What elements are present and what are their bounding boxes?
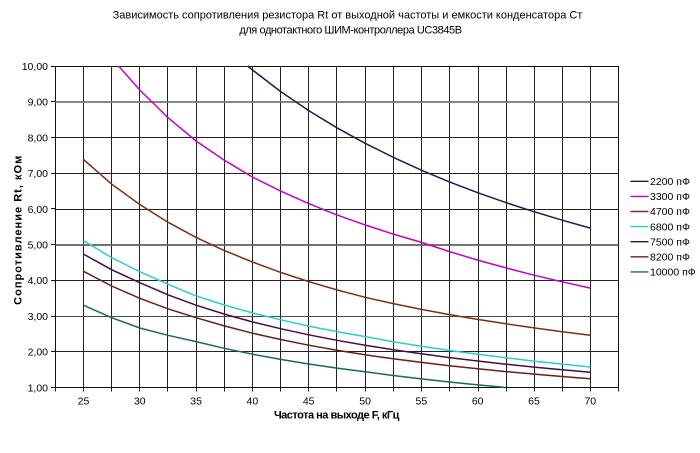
svg-text:35: 35 [190, 396, 202, 408]
svg-text:3300 пФ: 3300 пФ [650, 191, 690, 203]
svg-text:50: 50 [359, 396, 371, 408]
svg-text:6,00: 6,00 [28, 204, 49, 216]
svg-text:8,00: 8,00 [28, 132, 49, 144]
svg-text:4700 пФ: 4700 пФ [650, 206, 690, 218]
svg-text:2,00: 2,00 [28, 347, 49, 359]
svg-text:Частота на выходе F, кГц: Частота на выходе F, кГц [274, 410, 400, 422]
svg-text:Сопротивление Rt, кОм: Сопротивление Rt, кОм [13, 155, 25, 305]
svg-text:25: 25 [78, 396, 90, 408]
svg-text:Зависимость сопротивления рези: Зависимость сопротивления резистора Rt о… [113, 10, 583, 22]
svg-text:10,00: 10,00 [22, 61, 48, 73]
svg-text:4,00: 4,00 [28, 275, 49, 287]
svg-text:для однотактного ШИМ-контролле: для однотактного ШИМ-контроллера UC3845В [239, 25, 461, 37]
svg-text:40: 40 [247, 396, 259, 408]
svg-text:8200 пФ: 8200 пФ [650, 252, 690, 264]
svg-text:3,00: 3,00 [28, 311, 49, 323]
svg-text:7500 пФ: 7500 пФ [650, 236, 690, 248]
svg-text:6800 пФ: 6800 пФ [650, 221, 690, 233]
svg-text:70: 70 [584, 396, 596, 408]
svg-text:60: 60 [472, 396, 484, 408]
svg-text:30: 30 [134, 396, 146, 408]
svg-text:45: 45 [303, 396, 315, 408]
svg-text:7,00: 7,00 [28, 168, 49, 180]
svg-text:1,00: 1,00 [28, 382, 49, 394]
svg-text:5,00: 5,00 [28, 240, 49, 252]
svg-text:2200 пФ: 2200 пФ [650, 176, 690, 188]
svg-text:55: 55 [416, 396, 428, 408]
svg-text:9,00: 9,00 [28, 97, 49, 109]
svg-text:65: 65 [528, 396, 540, 408]
svg-text:10000 пФ: 10000 пФ [650, 267, 696, 279]
